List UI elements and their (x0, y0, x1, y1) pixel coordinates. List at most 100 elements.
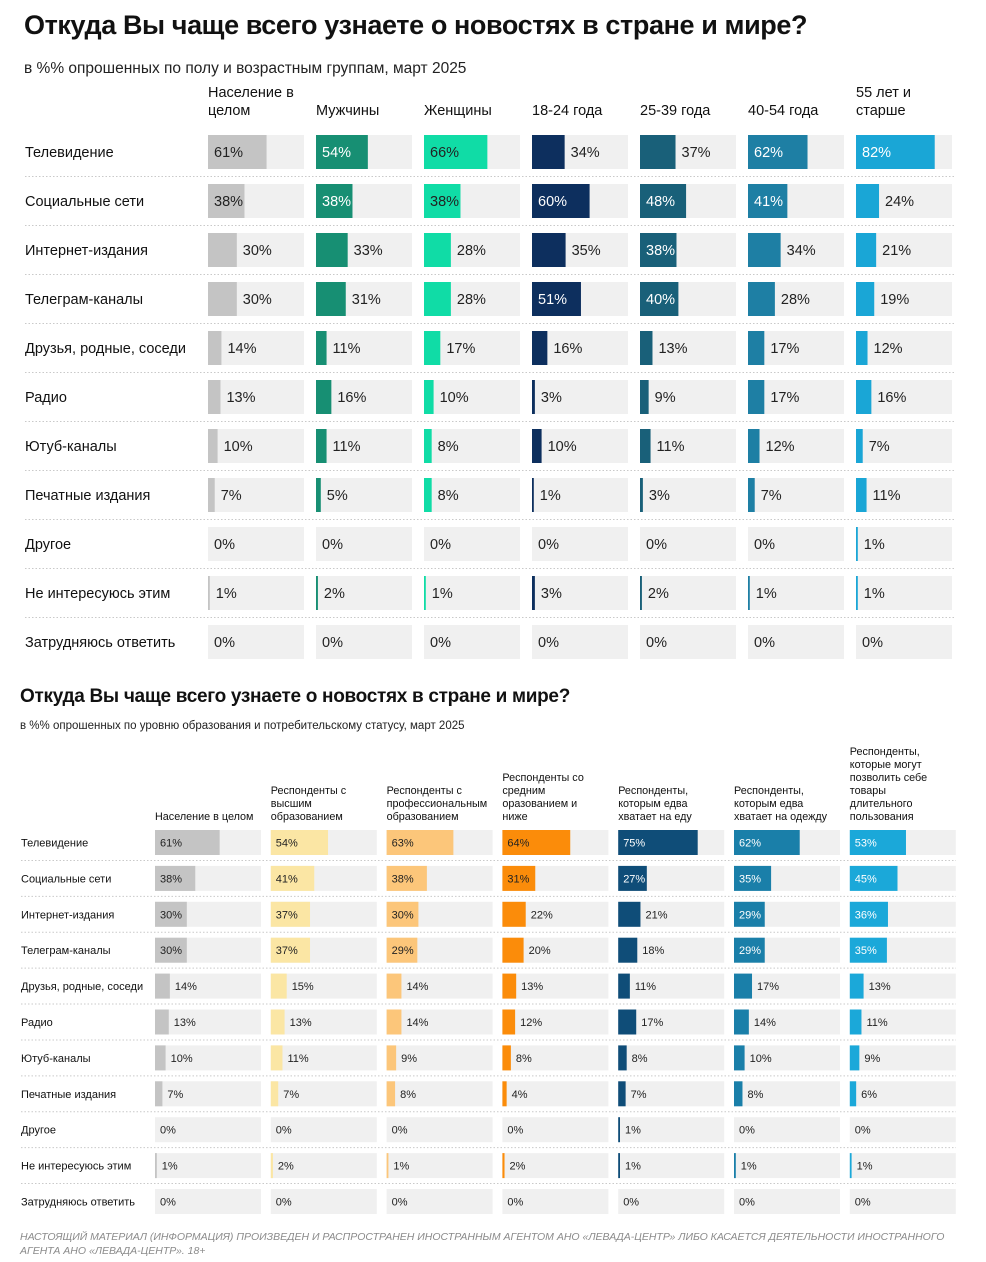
bar-background (849, 1153, 956, 1179)
data-label: 0% (623, 1196, 639, 1208)
bar (734, 901, 765, 927)
bar (502, 830, 571, 855)
data-label: 24% (885, 194, 914, 210)
data-label: 16% (337, 390, 366, 406)
bar (849, 865, 898, 891)
bar (208, 233, 237, 267)
bar-background (640, 380, 736, 414)
bar-background (316, 527, 412, 561)
data-label: 75% (623, 837, 645, 849)
bar-background (155, 1045, 261, 1071)
bar-background (532, 625, 628, 659)
bar-background (502, 973, 609, 999)
data-label: 11% (333, 439, 361, 455)
bar (640, 380, 649, 414)
data-label: 3% (649, 488, 670, 504)
bar-background (270, 1189, 377, 1214)
row-label: Другое (21, 1125, 56, 1137)
bar (734, 973, 753, 999)
bar-background (386, 1189, 493, 1214)
column-header: Женщины (424, 103, 492, 119)
bar (270, 937, 311, 963)
bar (734, 1009, 749, 1035)
row-label: Интернет-издания (25, 243, 148, 259)
column-header: Население в целом (155, 811, 253, 823)
data-label: 0% (646, 537, 667, 553)
data-label: 17% (446, 341, 475, 357)
data-label: 16% (553, 341, 582, 357)
bar (386, 1009, 402, 1035)
bar (734, 1045, 745, 1071)
data-label: 17% (770, 390, 799, 406)
bar-background (618, 1045, 725, 1071)
data-label: 11% (873, 488, 901, 504)
row-label: Телевидение (21, 837, 88, 849)
bar-background (424, 380, 520, 414)
data-label: 38% (430, 194, 459, 210)
bar (155, 937, 187, 963)
bar (618, 1081, 626, 1107)
data-label: 8% (747, 1089, 763, 1101)
row-label: Телеграм-каналы (25, 292, 143, 308)
bar (532, 429, 542, 463)
bar-background (748, 527, 844, 561)
bar (270, 973, 287, 999)
bar-background (849, 973, 956, 999)
data-label: 13% (174, 1017, 196, 1029)
bar-background (502, 1153, 609, 1179)
bar (424, 184, 461, 218)
bar-background (386, 1009, 493, 1035)
data-label: 38% (646, 243, 675, 259)
row-label: Телеграм-каналы (21, 945, 111, 957)
bar-background (208, 576, 304, 610)
data-label: 35% (739, 873, 761, 885)
bar (316, 184, 353, 218)
data-label: 13% (290, 1017, 312, 1029)
data-label: 0% (855, 1125, 871, 1137)
row-label: Затрудняюсь ответить (25, 635, 175, 651)
data-label: 62% (754, 145, 783, 161)
data-label: 29% (739, 945, 761, 957)
bar (208, 478, 215, 512)
bar-background (155, 1153, 261, 1179)
bar (208, 331, 222, 365)
data-label: 63% (392, 837, 414, 849)
data-label: 0% (739, 1196, 755, 1208)
column-header: Респонденты, которым едва хватает на еду (618, 785, 692, 823)
bar (502, 901, 526, 927)
data-label: 11% (333, 341, 361, 357)
bar-background (316, 429, 412, 463)
data-label: 20% (529, 945, 551, 957)
data-label: 18% (642, 945, 664, 957)
column-header: Респонденты, которым едва хватает на одежд… (734, 785, 828, 823)
data-label: 40% (646, 292, 675, 308)
row-label: Затрудняюсь ответить (21, 1196, 135, 1208)
bar (155, 1045, 166, 1071)
bar (856, 233, 877, 267)
data-label: 30% (243, 292, 272, 308)
bar-background (155, 1009, 261, 1035)
data-label: 8% (438, 439, 459, 455)
data-label: 22% (531, 909, 553, 921)
bar-background (734, 1081, 840, 1107)
bar (386, 1045, 397, 1071)
bar (532, 576, 535, 610)
data-label: 8% (438, 488, 459, 504)
bar (208, 576, 210, 610)
row-label: Ютуб-каналы (21, 1053, 91, 1065)
bar-background (856, 478, 952, 512)
bar-background (386, 973, 493, 999)
bar-background (856, 625, 952, 659)
data-label: 60% (538, 194, 567, 210)
bar-background (424, 576, 520, 610)
data-label: 30% (160, 945, 182, 957)
data-label: 2% (324, 586, 345, 602)
row-label: Социальные сети (21, 873, 111, 885)
bar (316, 282, 346, 316)
data-label: 45% (855, 873, 877, 885)
bar-background (208, 527, 304, 561)
bar (618, 865, 647, 891)
data-label: 30% (243, 243, 272, 259)
bar-background (640, 429, 736, 463)
bar (386, 901, 419, 927)
